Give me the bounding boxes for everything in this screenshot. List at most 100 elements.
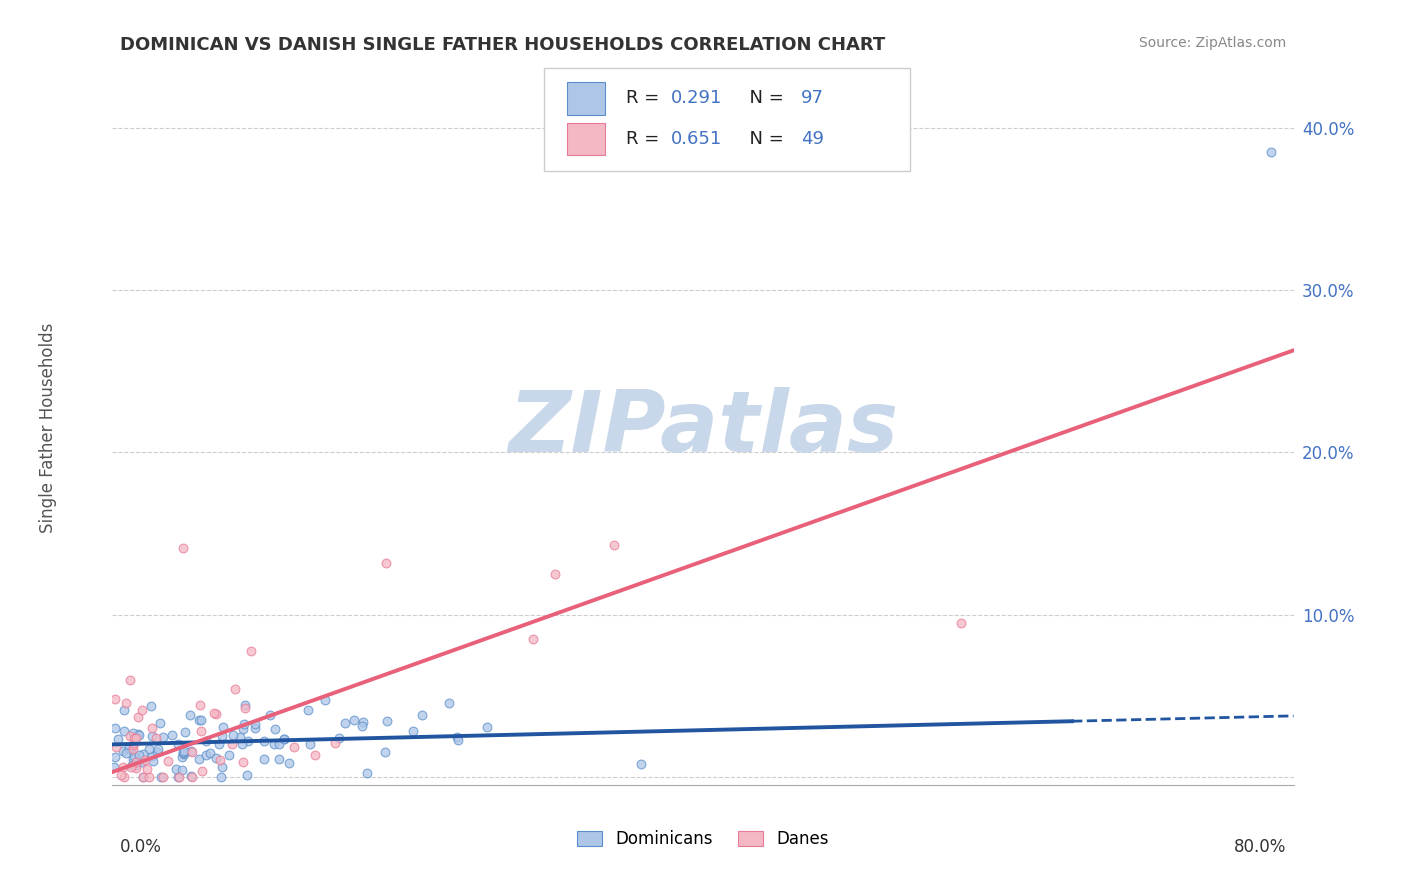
Point — [122, 735, 145, 749]
Point — [115, 746, 138, 760]
Point — [208, 737, 231, 751]
Point — [297, 704, 319, 718]
Point — [211, 760, 233, 774]
Point — [475, 721, 498, 735]
Point — [374, 556, 396, 570]
Point — [156, 755, 179, 769]
Point — [603, 538, 626, 552]
Point — [352, 719, 374, 733]
Point — [343, 713, 366, 727]
Point — [146, 741, 169, 756]
Point — [170, 763, 193, 777]
Point — [264, 723, 287, 737]
Point — [447, 733, 470, 747]
Point — [172, 747, 194, 761]
Point — [172, 745, 194, 759]
Point — [111, 744, 134, 758]
Point — [195, 733, 218, 747]
Point — [169, 770, 191, 784]
Point — [136, 762, 159, 776]
Point — [267, 737, 290, 751]
Point — [245, 721, 267, 735]
Point — [950, 615, 973, 630]
Point — [122, 731, 145, 745]
Point — [374, 745, 396, 759]
Text: N =: N = — [738, 130, 790, 148]
Point — [118, 740, 141, 755]
Point — [120, 673, 142, 687]
Point — [236, 734, 259, 748]
Point — [188, 713, 211, 727]
Point — [141, 721, 163, 735]
Text: 80.0%: 80.0% — [1234, 838, 1286, 856]
Point — [243, 717, 266, 731]
Point — [212, 720, 235, 734]
Point — [233, 716, 256, 731]
Point — [231, 738, 253, 752]
Point — [142, 754, 165, 768]
Point — [122, 748, 145, 763]
Point — [131, 703, 153, 717]
Point — [120, 729, 142, 743]
Point — [104, 740, 127, 755]
Point — [190, 713, 212, 727]
Point — [125, 761, 148, 775]
Point — [172, 541, 194, 556]
Point — [138, 742, 160, 756]
Point — [402, 724, 425, 739]
Text: 0.0%: 0.0% — [120, 838, 162, 856]
Point — [630, 756, 652, 771]
Point — [121, 758, 143, 772]
Point — [127, 710, 149, 724]
Point — [125, 731, 148, 745]
Point — [132, 770, 155, 784]
Point — [125, 758, 148, 772]
Point — [172, 750, 194, 764]
Point — [121, 726, 143, 740]
Point — [233, 701, 256, 715]
Point — [1260, 145, 1282, 160]
Point — [253, 751, 276, 765]
Point — [122, 752, 145, 766]
Point — [134, 753, 156, 767]
Text: R =: R = — [626, 130, 665, 148]
Point — [335, 716, 357, 731]
Point — [273, 732, 295, 747]
Point — [205, 707, 228, 722]
Point — [131, 755, 153, 769]
Point — [120, 760, 142, 774]
Point — [190, 723, 212, 738]
Point — [138, 770, 160, 784]
Point — [188, 752, 211, 766]
Point — [103, 760, 125, 774]
Point — [202, 706, 225, 721]
Point — [222, 728, 245, 742]
Point — [232, 722, 254, 736]
Point — [323, 736, 346, 750]
Point — [107, 731, 129, 746]
Point — [149, 715, 172, 730]
Point — [304, 748, 326, 763]
Point — [191, 764, 214, 779]
Point — [112, 770, 135, 784]
Point — [544, 567, 567, 582]
Point — [121, 742, 143, 756]
Point — [128, 728, 150, 742]
Point — [180, 744, 202, 758]
Point — [273, 731, 295, 746]
Point — [127, 727, 149, 741]
Point — [141, 749, 163, 764]
Point — [239, 644, 262, 658]
Text: 49: 49 — [801, 130, 824, 148]
Text: R =: R = — [626, 89, 665, 107]
Point — [173, 743, 195, 757]
Point — [152, 770, 174, 784]
Point — [267, 752, 290, 766]
Legend: Dominicans, Danes: Dominicans, Danes — [578, 830, 828, 848]
Text: Single Father Households: Single Father Households — [38, 323, 56, 533]
Point — [179, 707, 201, 722]
Point — [104, 750, 127, 764]
Point — [166, 770, 188, 784]
Point — [235, 698, 257, 712]
Point — [232, 756, 254, 770]
